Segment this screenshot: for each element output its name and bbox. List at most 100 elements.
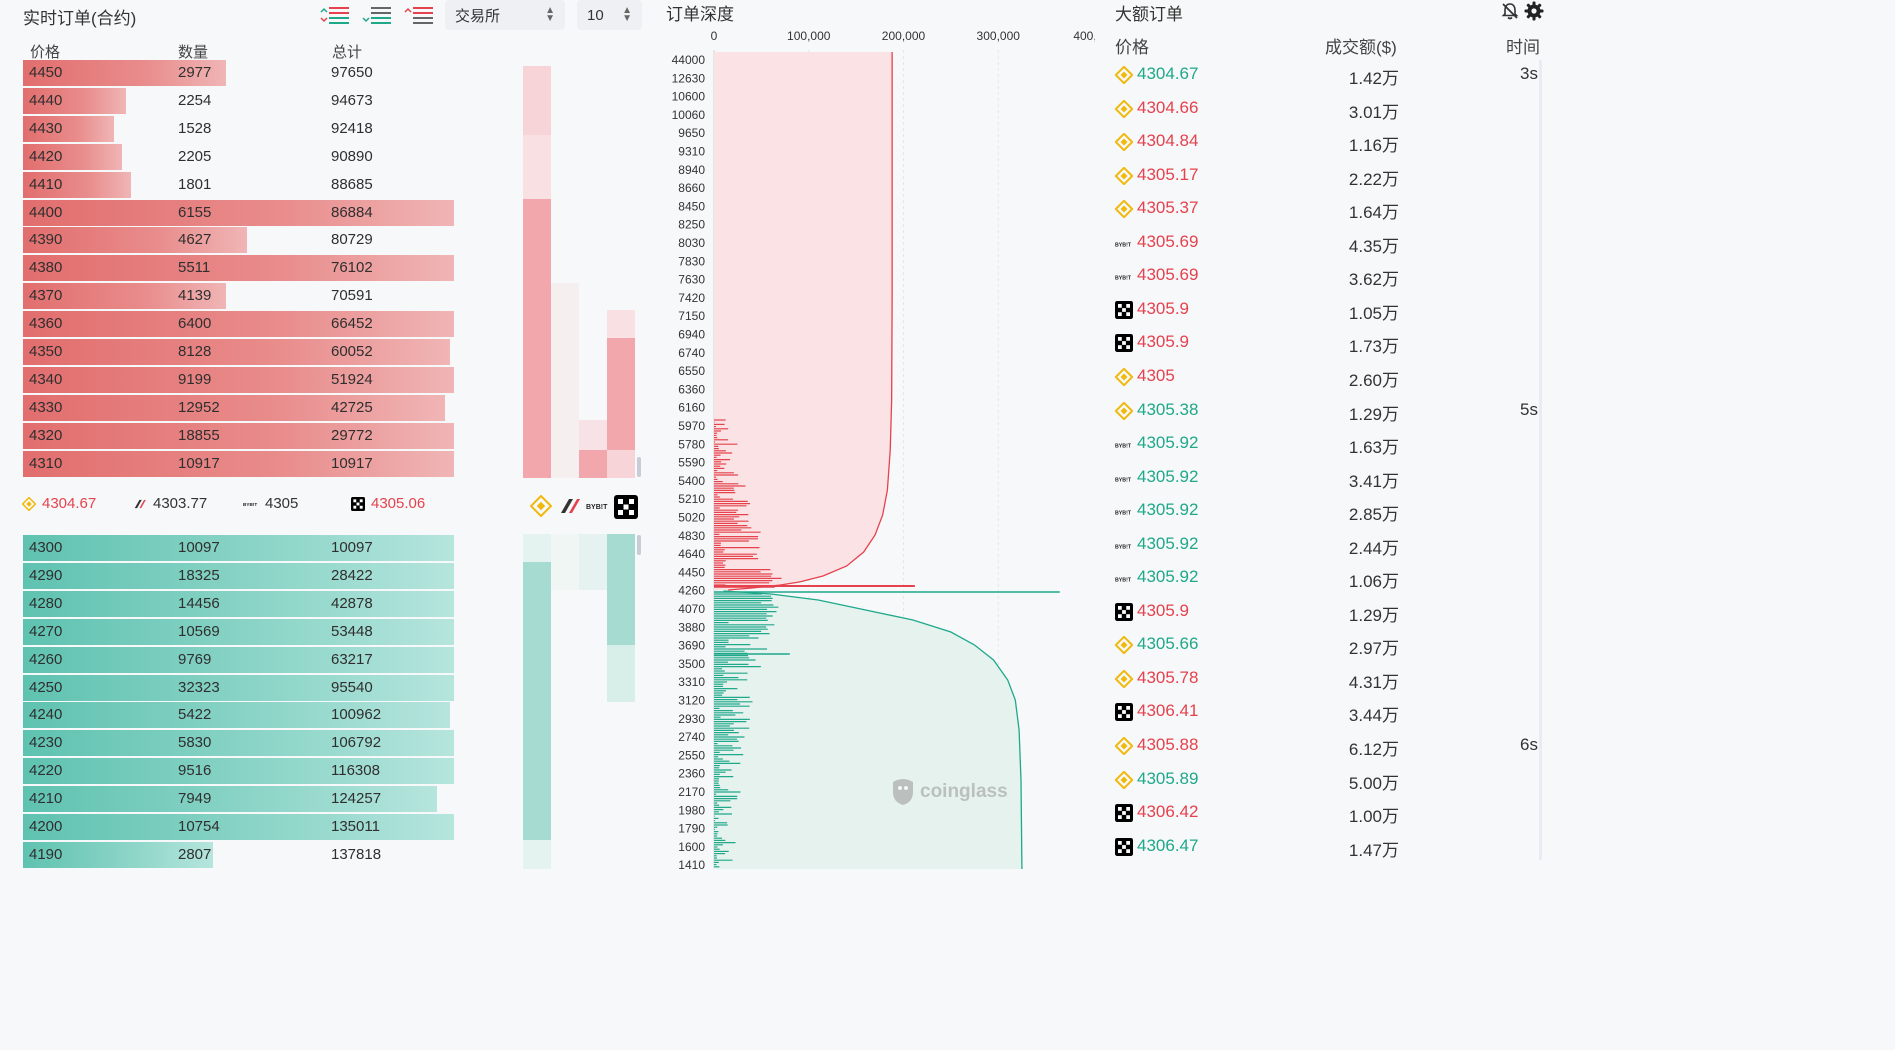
big-order-row[interactable]: BYB!T 4305.92 1.63万 — [1113, 427, 1538, 460]
ask-qty: 6155 — [178, 203, 212, 221]
ask-row[interactable]: 4330 12952 42725 — [23, 394, 454, 422]
ask-row[interactable]: 4320 18855 29772 — [23, 422, 454, 450]
bid-price: 4280 — [29, 594, 63, 612]
y-tick-label: 5210 — [678, 492, 705, 506]
bid-scrollbar[interactable] — [637, 535, 641, 555]
ask-row[interactable]: 4410 1801 88685 — [23, 171, 454, 199]
big-order-row[interactable]: 4305.9 1.29万 — [1113, 595, 1538, 628]
ask-row[interactable]: 4390 4627 80729 — [23, 226, 454, 254]
ticker-bybit[interactable]: BYB!T 4305 — [243, 495, 298, 512]
big-order-row[interactable]: BYB!T 4305.92 2.44万 — [1113, 528, 1538, 561]
big-order-row[interactable]: 4305 2.60万 — [1113, 360, 1538, 393]
y-tick-label: 10600 — [672, 90, 706, 104]
big-order-row[interactable]: BYB!T 4305.69 3.62万 — [1113, 259, 1538, 292]
big-order-row[interactable]: BYB!T 4305.92 2.85万 — [1113, 494, 1538, 527]
view-bids-icon[interactable] — [362, 4, 392, 26]
binance-icon — [530, 495, 552, 517]
big-order-row[interactable]: 4305.89 5.00万 — [1113, 763, 1538, 796]
ask-depth-bar — [23, 171, 131, 198]
bid-row[interactable]: 4240 5422 100962 — [23, 701, 454, 729]
big-order-price: 4305.38 — [1137, 399, 1199, 419]
bid-row[interactable]: 4230 5830 106792 — [23, 729, 454, 757]
bid-row[interactable]: 4250 32323 95540 — [23, 674, 454, 702]
bid-row[interactable]: 4210 7949 124257 — [23, 785, 454, 813]
ask-row[interactable]: 4370 4139 70591 — [23, 282, 454, 310]
big-order-row[interactable]: 4305.9 1.05万 — [1113, 293, 1538, 326]
gear-icon[interactable] — [1524, 1, 1544, 21]
ask-price: 4410 — [29, 175, 63, 193]
depth-select[interactable]: 10 ▲ ▼ — [577, 0, 642, 30]
ask-row[interactable]: 4440 2254 94673 — [23, 87, 454, 115]
big-order-row[interactable]: 4304.84 1.16万 — [1113, 125, 1538, 158]
ask-scrollbar[interactable] — [637, 457, 641, 477]
exchange-select[interactable]: 交易所 ▲ ▼ — [445, 0, 565, 30]
big-order-row[interactable]: 4305.78 4.31万 — [1113, 662, 1538, 695]
ask-qty: 2977 — [178, 64, 212, 81]
big-order-price: 4305.89 — [1137, 768, 1199, 788]
big-order-row[interactable]: BYB!T 4305.69 4.35万 — [1113, 226, 1538, 259]
y-tick-label: 3690 — [678, 639, 705, 653]
big-orders-scrollbar[interactable] — [1539, 60, 1542, 860]
ticker-okx[interactable]: 4305.06 — [351, 495, 425, 512]
y-tick-label: 7630 — [678, 273, 705, 287]
big-order-row[interactable]: 4306.41 3.44万 — [1113, 695, 1538, 728]
view-asks-icon[interactable] — [404, 4, 434, 26]
big-order-row[interactable]: 4305.9 1.73万 — [1113, 326, 1538, 359]
ask-depth-bar — [23, 283, 226, 310]
y-tick-label: 5970 — [678, 419, 705, 433]
big-order-row[interactable]: BYB!T 4305.92 3.41万 — [1113, 461, 1538, 494]
ask-row[interactable]: 4420 2205 90890 — [23, 143, 454, 171]
ask-row[interactable]: 4340 9199 51924 — [23, 366, 454, 394]
bid-row[interactable]: 4190 2807 137818 — [23, 841, 454, 869]
big-order-row[interactable]: 4305.17 2.22万 — [1113, 159, 1538, 192]
big-order-row[interactable]: 4306.47 1.47万 — [1113, 830, 1538, 863]
ticker-binance[interactable]: 4304.67 — [22, 495, 96, 512]
heat-cell — [607, 645, 635, 702]
okx-icon — [1115, 300, 1133, 319]
bid-row[interactable]: 4290 18325 28422 — [23, 562, 454, 590]
ask-row[interactable]: 4380 5511 76102 — [23, 254, 454, 282]
bid-row[interactable]: 4300 10097 10097 — [23, 534, 454, 562]
ask-row[interactable]: 4310 10917 10917 — [23, 450, 454, 478]
big-order-price: 4305.92 — [1137, 466, 1199, 486]
big-order-row[interactable]: 4305.66 2.97万 — [1113, 628, 1538, 661]
ask-depth-bar — [23, 199, 454, 226]
ask-row[interactable]: 4360 6400 66452 — [23, 310, 454, 338]
svg-text:BYB!T: BYB!T — [1115, 443, 1132, 449]
big-order-price: 4305 — [1137, 365, 1175, 385]
ask-total: 51924 — [331, 370, 373, 388]
ask-row[interactable]: 4430 1528 92418 — [23, 115, 454, 143]
bell-off-icon[interactable] — [1501, 2, 1519, 20]
big-order-row[interactable]: BYB!T 4305.92 1.06万 — [1113, 561, 1538, 594]
bid-row[interactable]: 4220 9516 116308 — [23, 757, 454, 785]
big-order-row[interactable]: 4304.67 1.42万 3s — [1113, 58, 1538, 91]
bid-row[interactable]: 4200 10754 135011 — [23, 813, 454, 841]
ask-qty: 1801 — [178, 175, 212, 193]
bid-depth-bar — [23, 562, 454, 589]
depth-chart[interactable]: 0 100,000 200,000 300,000 400, 44000 12630 1060… — [665, 0, 1095, 869]
bid-row[interactable]: 4260 9769 63217 — [23, 646, 454, 674]
big-order-row[interactable]: 4304.66 3.01万 — [1113, 92, 1538, 125]
big-order-row[interactable]: 4305.38 1.29万 5s — [1113, 394, 1538, 427]
ask-row[interactable]: 4350 8128 60052 — [23, 338, 454, 366]
ask-row[interactable]: 4400 6155 86884 — [23, 199, 454, 227]
ask-row[interactable]: 4450 2977 97650 — [23, 59, 454, 87]
big-order-row[interactable]: 4305.37 1.64万 — [1113, 192, 1538, 225]
big-order-amount: 2.44万 — [1348, 538, 1399, 558]
bid-total: 106792 — [331, 734, 382, 752]
bid-row[interactable]: 4280 14456 42878 — [23, 590, 454, 618]
view-both-icon[interactable] — [320, 4, 350, 26]
big-order-row[interactable]: 4305.88 6.12万 6s — [1113, 729, 1538, 762]
okx-icon — [1115, 837, 1133, 856]
ticker-other[interactable]: 4303.77 — [133, 495, 207, 512]
big-order-row[interactable]: 4306.42 1.00万 — [1113, 796, 1538, 829]
y-tick-label: 12630 — [672, 71, 706, 85]
ask-price: 4330 — [29, 398, 63, 416]
ask-total: 92418 — [331, 119, 373, 137]
y-tick-label: 1790 — [678, 822, 705, 836]
bid-row[interactable]: 4270 10569 53448 — [23, 618, 454, 646]
ask-price: 4320 — [29, 426, 63, 444]
ask-total: 97650 — [331, 64, 373, 81]
big-order-amount: 1.73万 — [1348, 337, 1399, 357]
binance-icon — [1114, 98, 1134, 119]
